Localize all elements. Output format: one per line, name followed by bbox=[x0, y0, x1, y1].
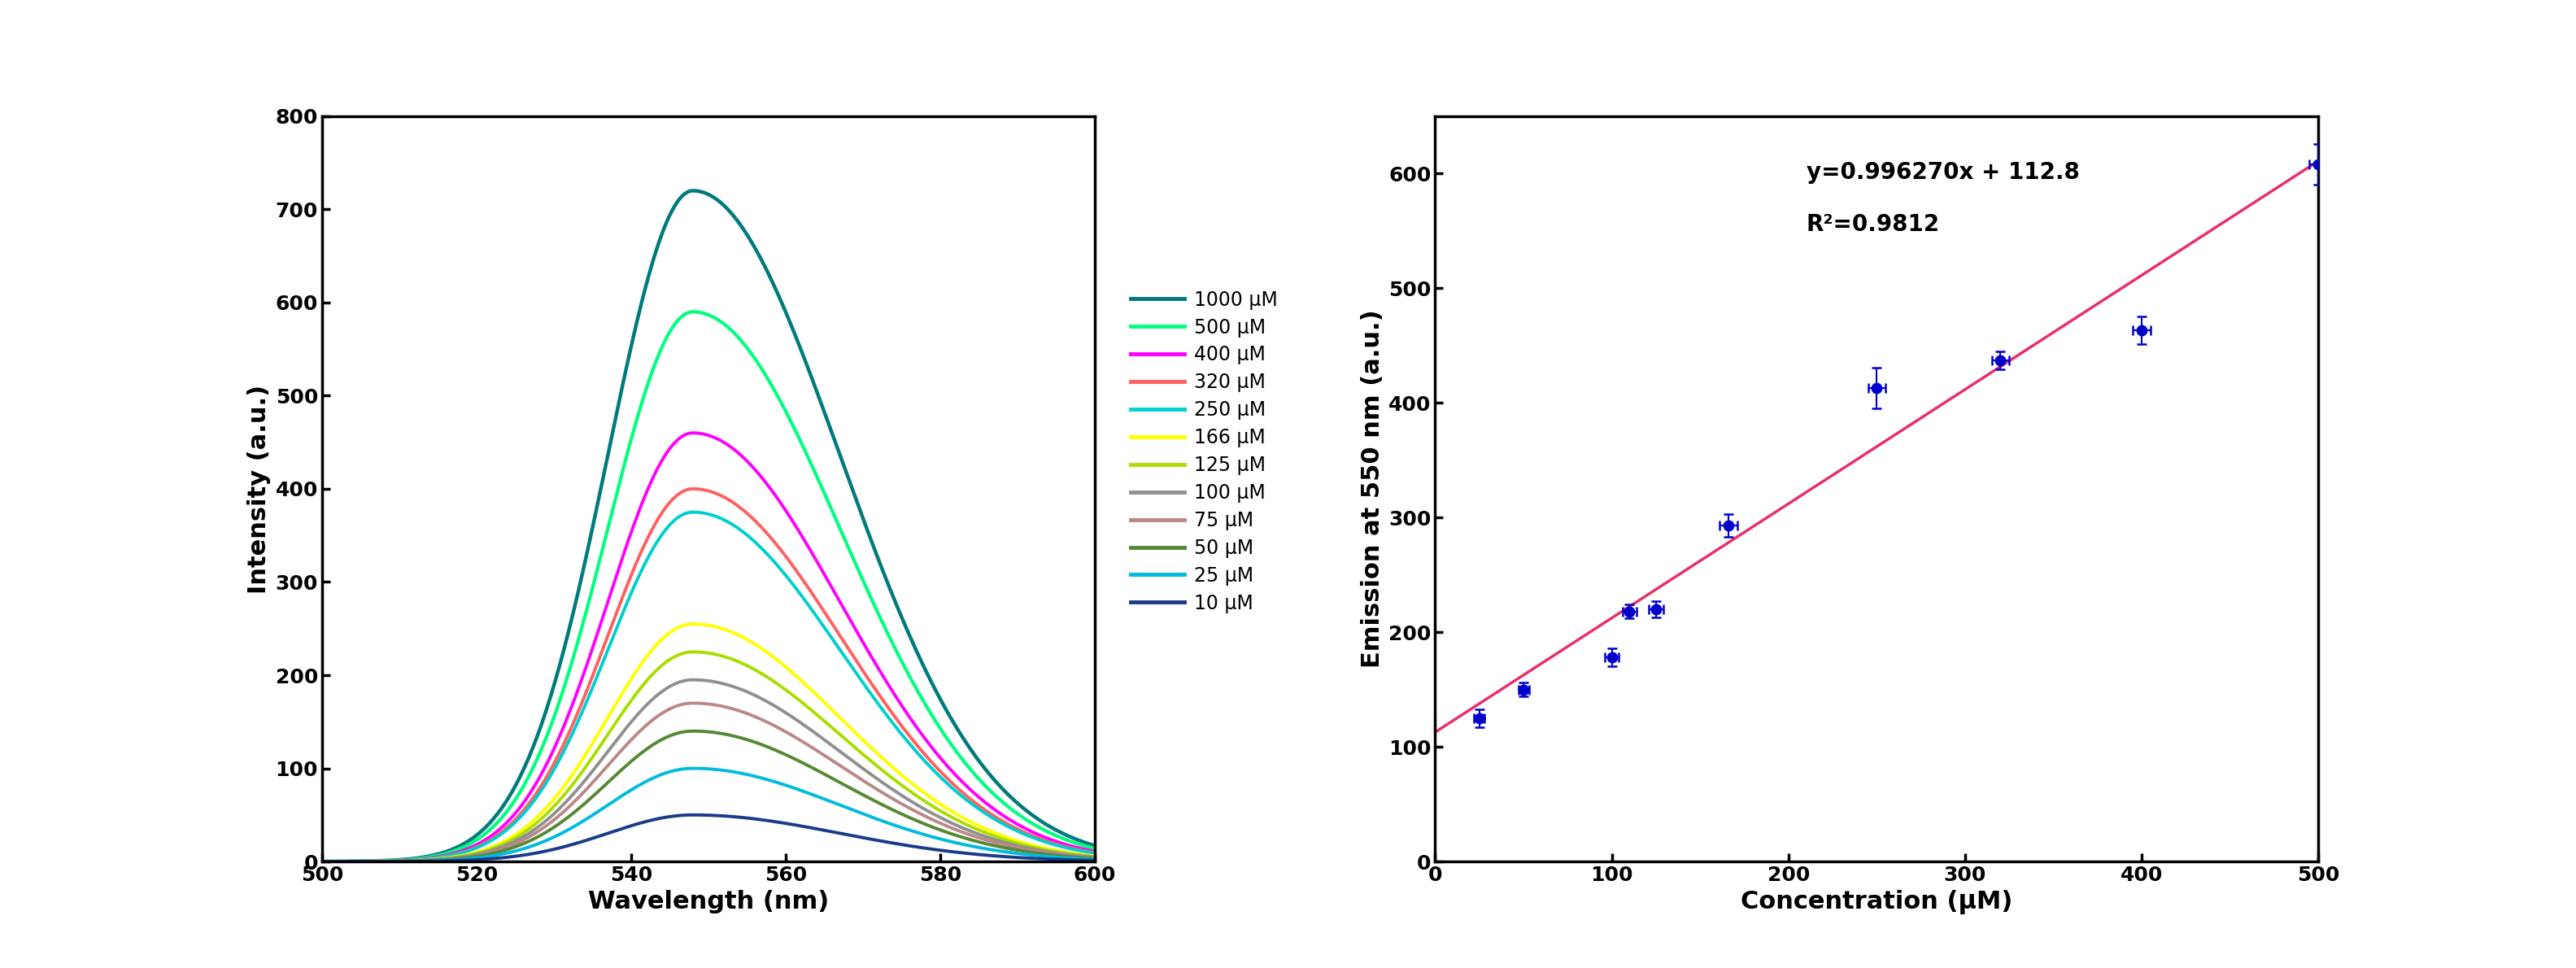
Text: y=0.996270x + 112.8: y=0.996270x + 112.8 bbox=[1806, 161, 2079, 184]
X-axis label: Concentration (μM): Concentration (μM) bbox=[1741, 890, 2012, 914]
Legend: 1000 μM, 500 μM, 400 μM, 320 μM, 250 μM, 166 μM, 125 μM, 100 μM, 75 μM, 50 μM, 2: 1000 μM, 500 μM, 400 μM, 320 μM, 250 μM,… bbox=[1123, 283, 1285, 620]
Y-axis label: Intensity (a.u.): Intensity (a.u.) bbox=[247, 384, 270, 593]
X-axis label: Wavelength (nm): Wavelength (nm) bbox=[587, 890, 829, 913]
Text: R²=0.9812: R²=0.9812 bbox=[1806, 213, 1940, 236]
Y-axis label: Emission at 550 nm (a.u.): Emission at 550 nm (a.u.) bbox=[1360, 310, 1383, 668]
